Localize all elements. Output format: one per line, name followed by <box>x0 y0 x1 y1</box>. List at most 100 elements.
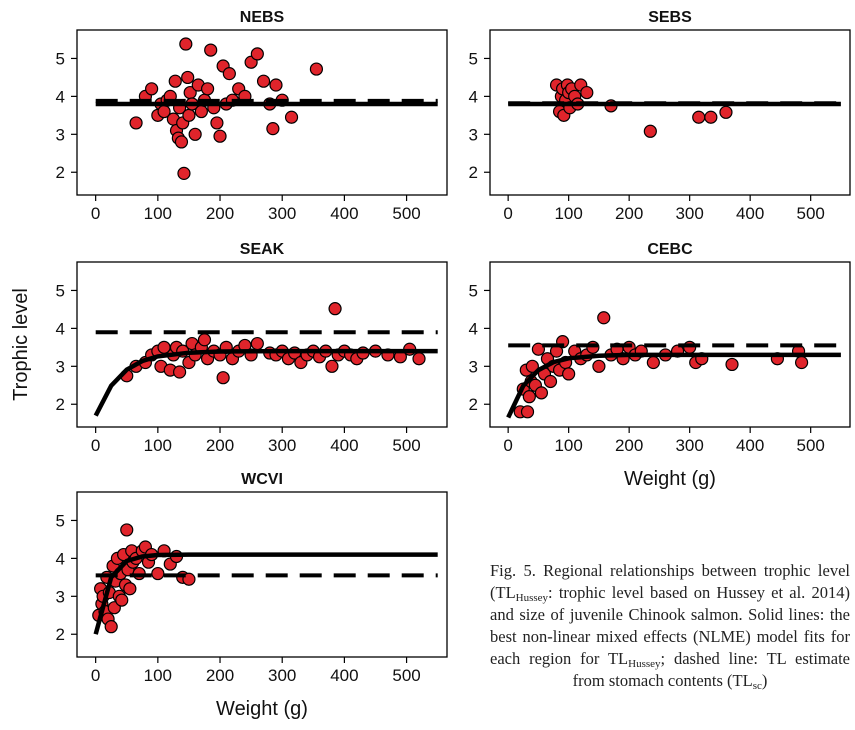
data-point <box>115 593 129 607</box>
data-point <box>562 367 576 381</box>
data-point <box>188 127 202 141</box>
x-tick-label: 100 <box>144 436 172 455</box>
data-point <box>222 67 236 81</box>
caption-text: ) <box>761 671 768 690</box>
x-tick-label: 400 <box>736 436 764 455</box>
data-point <box>182 572 196 586</box>
panel: SEBS 0 100 200 300 400 500 2 3 4 5 <box>469 9 851 223</box>
x-tick-label: 500 <box>796 204 824 223</box>
data-point <box>210 116 224 130</box>
data-point <box>123 582 137 596</box>
data-point <box>266 122 280 136</box>
data-point <box>704 110 718 124</box>
y-tick-label: 5 <box>56 511 65 530</box>
x-tick-label: 200 <box>615 204 643 223</box>
data-point <box>104 620 118 634</box>
data-point <box>181 70 195 85</box>
x-tick-label: 400 <box>330 204 358 223</box>
data-point <box>692 110 706 124</box>
data-point <box>194 104 208 119</box>
data-point <box>200 82 215 96</box>
panel-title: SEBS <box>648 9 692 26</box>
data-point <box>182 108 196 122</box>
data-point <box>216 371 230 385</box>
y-tick-label: 4 <box>56 319 65 338</box>
y-tick-label: 3 <box>56 125 65 144</box>
x-tick-label: 0 <box>91 666 100 685</box>
y-tick-label: 5 <box>469 281 478 300</box>
plot-frame <box>489 29 851 196</box>
x-tick-label: 200 <box>206 666 234 685</box>
caption-text: : trophic level based on Hussey et al. 2… <box>490 583 850 668</box>
x-tick-label: 400 <box>736 204 764 223</box>
y-tick-label: 2 <box>469 395 478 414</box>
data-point <box>328 302 342 316</box>
panel-title: NEBS <box>240 9 285 26</box>
x-tick-label: 100 <box>144 204 172 223</box>
panel-title: WCVI <box>241 471 283 488</box>
data-point <box>120 523 134 537</box>
fit-line <box>506 352 841 419</box>
data-point <box>250 336 264 351</box>
caption-text: Fig. 5. Regional relationships between t… <box>490 561 850 602</box>
plot-frame <box>76 29 448 196</box>
data-point <box>646 355 660 370</box>
caption: Fig. 5. Regional relationships between t… <box>490 560 850 692</box>
plot-frame <box>489 261 851 428</box>
data-point <box>168 74 182 88</box>
panel: NEBS 0 100 200 300 400 500 2 3 4 5 <box>56 9 448 223</box>
x-tick-label: 100 <box>554 436 582 455</box>
x-tick-label: 0 <box>503 436 512 455</box>
caption-text: ; dashed line: TL estimate from stomach … <box>572 649 850 690</box>
data-point <box>794 355 809 370</box>
x-tick-label: 500 <box>392 666 420 685</box>
x-tick-label: 300 <box>675 436 703 455</box>
data-point <box>129 116 143 130</box>
y-tick-label: 2 <box>56 625 65 644</box>
data-point <box>525 359 539 373</box>
y-axis-label: Trophic level <box>10 288 32 401</box>
data-point <box>725 357 739 372</box>
y-tick-label: 5 <box>56 49 65 68</box>
x-tick-label: 300 <box>268 436 296 455</box>
data-point <box>177 166 191 180</box>
y-tick-label: 3 <box>56 587 65 606</box>
data-point <box>179 37 193 51</box>
x-tick-label: 0 <box>91 436 100 455</box>
y-tick-label: 5 <box>56 281 65 300</box>
fit-line <box>93 552 438 635</box>
data-point <box>213 129 227 143</box>
data-point <box>309 62 324 76</box>
data-point <box>412 352 426 366</box>
x-tick-label: 200 <box>615 436 643 455</box>
data-point <box>269 78 283 92</box>
y-tick-label: 2 <box>56 395 65 414</box>
x-tick-label: 200 <box>206 436 234 455</box>
y-tick-label: 2 <box>469 163 478 182</box>
y-tick-label: 4 <box>469 87 478 106</box>
panel: WCVI 0 100 200 300 400 500 2 3 4 5 Weight (g) <box>56 471 448 720</box>
data-point <box>151 566 165 581</box>
data-point <box>543 374 558 389</box>
data-point <box>256 74 271 88</box>
x-tick-label: 100 <box>554 204 582 223</box>
x-tick-label: 200 <box>206 204 234 223</box>
y-tick-label: 4 <box>56 87 65 106</box>
y-tick-label: 4 <box>56 549 65 568</box>
x-tick-label: 500 <box>796 436 824 455</box>
y-tick-label: 5 <box>469 49 478 68</box>
y-tick-label: 3 <box>469 125 478 144</box>
data-point <box>325 359 339 373</box>
panel-title: CEBC <box>647 241 693 258</box>
fit-line <box>93 348 438 417</box>
x-tick-label: 0 <box>91 204 100 223</box>
y-tick-label: 4 <box>469 319 478 338</box>
data-point <box>250 47 264 61</box>
x-tick-label: 300 <box>268 666 296 685</box>
data-point <box>284 110 299 124</box>
caption-subscript: sc <box>752 680 762 692</box>
x-tick-label: 300 <box>675 204 703 223</box>
data-point <box>592 359 606 373</box>
data-point <box>580 85 594 100</box>
